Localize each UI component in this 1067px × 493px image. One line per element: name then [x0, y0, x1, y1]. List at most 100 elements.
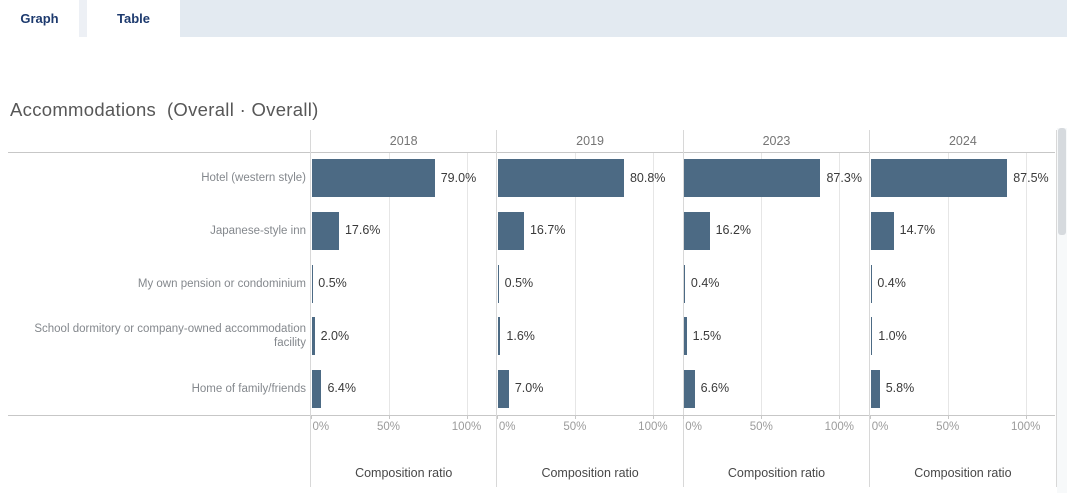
tab-graph-label: Graph — [20, 11, 59, 26]
vertical-scrollbar-thumb[interactable] — [1058, 128, 1066, 235]
axis-gridline — [466, 153, 468, 415]
axis-tick — [869, 415, 871, 419]
bar[interactable] — [870, 317, 873, 356]
bar[interactable] — [684, 159, 821, 198]
bar[interactable] — [870, 369, 880, 408]
bar-value-label: 0.4% — [690, 276, 720, 290]
axis-tick — [496, 415, 498, 419]
axis-tick — [310, 415, 312, 419]
axis-tick — [1025, 415, 1027, 419]
bar-value-label: 0.5% — [318, 276, 347, 290]
axis-tick-label: 0% — [871, 421, 889, 433]
bar-value-label: 2.0% — [320, 328, 350, 343]
axis-tick — [466, 415, 468, 419]
bar-value-label: 79.0% — [440, 170, 477, 185]
bar-value-label: 16.2% — [715, 223, 752, 238]
tab-graph[interactable]: Graph — [0, 0, 79, 37]
row-label: Japanese-style inn — [210, 224, 306, 237]
axis-gridline — [761, 153, 763, 415]
axis-gridline — [388, 153, 390, 415]
axis-gridline — [1025, 153, 1027, 415]
bar[interactable] — [870, 159, 1008, 198]
panel-border-line — [496, 130, 498, 487]
axis-title: Composition ratio — [727, 466, 826, 480]
axis-title: Composition ratio — [541, 466, 639, 480]
bar-value-label: 6.4% — [327, 381, 356, 396]
bar-value-label: 6.6% — [700, 381, 730, 396]
bar-value-label: 5.8% — [885, 381, 915, 396]
bar-value-label: 0.5% — [504, 276, 534, 290]
year-header: 2024 — [948, 134, 977, 148]
bar[interactable] — [311, 211, 339, 250]
axis-tick — [574, 415, 576, 419]
bar-value-label: 87.3% — [826, 170, 862, 185]
axis-tick-label: 100% — [451, 421, 482, 433]
axis-gridline — [652, 153, 654, 415]
bar-value-label: 14.7% — [899, 223, 936, 238]
axis-tick-label: 50% — [563, 421, 587, 433]
bar[interactable] — [311, 159, 435, 198]
tab-divider — [79, 0, 87, 37]
panel-border-line — [1055, 130, 1057, 487]
bar[interactable] — [497, 369, 509, 408]
axis-title: Composition ratio — [355, 466, 453, 480]
axis-gridline — [839, 153, 841, 415]
axis-tick-label: 0% — [498, 421, 516, 433]
row-label: Home of family/friends — [191, 382, 306, 395]
bar-value-label: 16.7% — [529, 223, 566, 238]
bar-value-label: 87.5% — [1013, 170, 1049, 185]
vertical-scrollbar-track[interactable] — [1057, 128, 1067, 493]
axis-tick-label: 50% — [749, 421, 773, 433]
chart-top-border — [8, 152, 1056, 153]
bar[interactable] — [497, 211, 524, 250]
axis-tick — [683, 415, 685, 419]
bar[interactable] — [684, 317, 687, 356]
axis-tick — [761, 415, 763, 419]
bar[interactable] — [870, 211, 894, 250]
year-header: 2019 — [576, 134, 604, 148]
axis-tick-label: 100% — [1010, 421, 1041, 433]
axis-tick — [839, 415, 841, 419]
axis-tick — [388, 415, 390, 419]
row-label: Hotel (western style) — [201, 172, 306, 185]
tab-table-label: Table — [117, 11, 150, 26]
axis-gridline — [947, 153, 949, 415]
panel-border-line — [869, 130, 871, 487]
axis-tick-label: 100% — [824, 421, 855, 433]
bar-value-label: 80.8% — [629, 170, 666, 185]
row-label: My own pension or condominium — [137, 277, 306, 290]
panel-border-line — [682, 130, 684, 487]
bar[interactable] — [311, 264, 313, 303]
bar[interactable] — [311, 317, 315, 356]
bar[interactable] — [311, 369, 322, 408]
row-label: School dormitory or company-owned accomm… — [34, 323, 306, 350]
bar[interactable] — [497, 159, 624, 198]
tab-table[interactable]: Table — [87, 0, 180, 37]
axis-gridline — [574, 153, 576, 415]
panel-border-line — [310, 130, 311, 487]
bar-value-label: 0.4% — [877, 276, 906, 290]
axis-tick-label: 0% — [312, 421, 330, 433]
bar[interactable] — [497, 317, 501, 356]
axis-tick — [947, 415, 949, 419]
tab-bar: Graph Table — [0, 0, 1067, 37]
bar[interactable] — [870, 264, 872, 303]
bar[interactable] — [497, 264, 499, 303]
axis-tick — [652, 415, 654, 419]
bar[interactable] — [684, 211, 710, 250]
bar-value-label: 1.6% — [506, 328, 535, 343]
axis-tick-label: 100% — [638, 421, 668, 433]
bar[interactable] — [684, 264, 685, 303]
bar-value-label: 17.6% — [344, 223, 381, 238]
bar-value-label: 1.0% — [878, 328, 907, 343]
bar-value-label: 7.0% — [514, 381, 544, 396]
year-header: 2023 — [762, 134, 791, 148]
chart-title: Accommodations (Overall · Overall) — [10, 99, 319, 120]
axis-tick-label: 0% — [685, 421, 702, 433]
axis-tick-label: 50% — [376, 421, 401, 433]
bar[interactable] — [684, 369, 695, 408]
chart-bottom-border — [8, 415, 1056, 416]
year-header: 2018 — [389, 134, 418, 148]
